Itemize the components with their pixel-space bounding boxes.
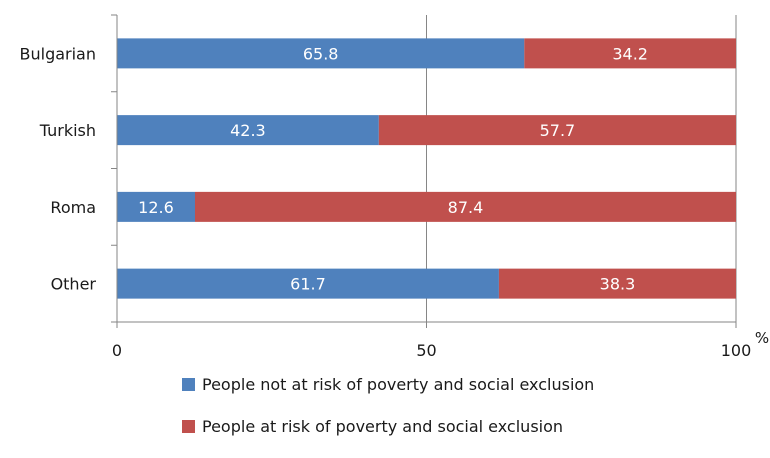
data-label-roma-series-1: 87.4 bbox=[448, 198, 484, 217]
data-label-other-series-1: 38.3 bbox=[600, 275, 636, 294]
bars bbox=[117, 38, 736, 299]
x-unit-label: % bbox=[755, 329, 769, 347]
bar-turkish-series-0 bbox=[117, 115, 379, 146]
data-label-roma-series-0: 12.6 bbox=[138, 198, 174, 217]
category-label-bulgarian: Bulgarian bbox=[20, 44, 97, 63]
data-label-turkish-series-0: 42.3 bbox=[230, 121, 266, 140]
data-label-turkish-series-1: 57.7 bbox=[540, 121, 576, 140]
labels: 65.8 34.2 Bulgarian 42.3 57.7 Turkish 12.6 87.4… bbox=[20, 44, 770, 360]
legend-item-at-risk: People at risk of poverty and social exc… bbox=[182, 416, 594, 436]
data-label-other-series-0: 61.7 bbox=[290, 275, 326, 294]
bar-other-series-1 bbox=[498, 268, 736, 299]
x-tick-label-0: 0 bbox=[112, 341, 122, 360]
legend-label-at-risk: People at risk of poverty and social exc… bbox=[202, 416, 564, 436]
legend-label-not-at-risk: People not at risk of poverty and social… bbox=[202, 374, 595, 394]
legend-swatch-not-at-risk bbox=[182, 377, 195, 391]
chart: 65.8 34.2 Bulgarian 42.3 57.7 Turkish 12.6 87.4… bbox=[20, 14, 770, 360]
data-label-bulgarian-series-0: 65.8 bbox=[303, 44, 339, 63]
legend-swatch-at-risk bbox=[182, 419, 195, 433]
legend-item-not-at-risk: People not at risk of poverty and social… bbox=[182, 374, 594, 394]
bar-turkish-series-1 bbox=[378, 115, 736, 146]
x-tick-label-100: 100 bbox=[721, 341, 752, 360]
bar-bulgarian-series-0 bbox=[117, 38, 525, 69]
bar-roma-series-1 bbox=[194, 191, 736, 222]
data-label-bulgarian-series-1: 34.2 bbox=[612, 44, 648, 63]
legend: People not at risk of poverty and social… bbox=[182, 374, 594, 458]
bar-roma-series-0 bbox=[117, 191, 195, 222]
bar-other-series-0 bbox=[117, 268, 499, 299]
axes bbox=[111, 14, 737, 328]
category-label-turkish: Turkish bbox=[39, 121, 96, 140]
x-tick-label-50: 50 bbox=[416, 341, 436, 360]
category-label-other: Other bbox=[51, 275, 97, 294]
category-label-roma: Roma bbox=[50, 198, 96, 217]
bar-bulgarian-series-1 bbox=[524, 38, 736, 69]
